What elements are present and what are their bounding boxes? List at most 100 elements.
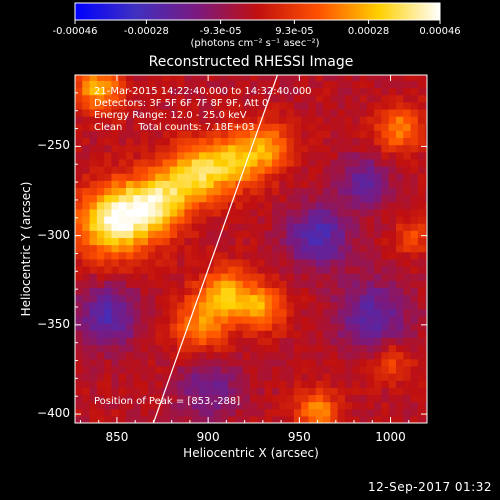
heatmap-cell [301, 380, 310, 388]
heatmap-cell [89, 94, 98, 103]
heatmap-cell [169, 351, 178, 360]
heatmap-cell [352, 365, 361, 374]
heatmap-cell [147, 215, 156, 224]
heatmap-cell [177, 380, 186, 388]
heatmap-cell [301, 180, 310, 189]
heatmap-cell [315, 116, 324, 124]
heatmap-cell [111, 108, 120, 117]
heatmap-cell [169, 380, 178, 388]
heatmap-cell [410, 244, 419, 253]
heatmap-cell [199, 265, 207, 274]
heatmap-cell [242, 280, 251, 288]
heatmap-cell [169, 273, 178, 281]
heatmap-cell [344, 380, 353, 388]
heatmap-cell [250, 287, 258, 296]
heatmap-cell [82, 323, 91, 331]
heatmap-cell [308, 273, 317, 281]
heatmap-cell [323, 358, 331, 367]
heatmap-cell [425, 358, 427, 367]
heatmap-cell [403, 101, 412, 110]
heatmap-cell [293, 101, 302, 110]
heatmap-cell [191, 151, 200, 160]
heatmap-cell [403, 166, 412, 174]
heatmap-cell [220, 323, 229, 331]
heatmap-cell [344, 237, 353, 246]
heatmap-cell [177, 215, 186, 224]
heatmap-cell [220, 101, 229, 110]
heatmap-cell [330, 194, 339, 203]
heatmap-cell [162, 180, 171, 189]
heatmap-cell [126, 223, 134, 231]
heatmap-cell [206, 116, 215, 124]
heatmap-cell [381, 265, 390, 274]
heatmap-cell [250, 258, 258, 267]
heatmap-cell [220, 151, 229, 160]
colorbar-tick-label: 0.00028 [347, 26, 390, 37]
heatmap-cell [206, 130, 215, 139]
heatmap-cell [323, 301, 331, 310]
heatmap-cell [155, 358, 164, 367]
heatmap-cell [140, 94, 149, 103]
heatmap-cell [301, 337, 310, 346]
heatmap-cell [301, 194, 310, 203]
heatmap-cell [118, 130, 127, 139]
heatmap-cell [191, 287, 200, 296]
heatmap-cell [271, 237, 280, 246]
heatmap-cell [184, 301, 193, 310]
heatmap-cell [75, 101, 83, 110]
heatmap-cell [199, 244, 207, 253]
heatmap-cell [344, 94, 353, 103]
heatmap-cell [140, 80, 149, 89]
heatmap-cell [111, 258, 120, 267]
heatmap-cell [271, 130, 280, 139]
heatmap-cell [133, 158, 142, 167]
heatmap-cell [395, 287, 404, 296]
heatmap-cell [323, 80, 331, 89]
heatmap-cell [177, 123, 186, 131]
heatmap-cell [257, 365, 266, 374]
heatmap-cell [301, 365, 310, 374]
heatmap-cell [199, 187, 207, 196]
heatmap-cell [257, 294, 266, 303]
heatmap-cell [337, 244, 346, 253]
heatmap-cell [323, 94, 331, 103]
heatmap-cell [126, 180, 134, 189]
heatmap-cell [271, 151, 280, 160]
heatmap-cell [118, 365, 127, 374]
heatmap-cell [388, 330, 397, 338]
heatmap-cell [191, 94, 200, 103]
heatmap-cell [118, 237, 127, 246]
heatmap-cell [257, 358, 266, 367]
heatmap-cell [82, 308, 91, 317]
heatmap-cell [104, 273, 113, 281]
heatmap-cell [381, 144, 390, 153]
heatmap-cell [417, 337, 426, 346]
heatmap-cell [242, 373, 251, 381]
heatmap-cell [315, 415, 324, 423]
heatmap-cell [308, 166, 317, 174]
heatmap-cell [82, 401, 91, 410]
heatmap-cell [425, 87, 427, 96]
heatmap-cell [359, 101, 368, 110]
colorbar-tick-label: -0.00028 [123, 26, 169, 37]
heatmap-cell [417, 208, 426, 217]
heatmap-cell [381, 344, 390, 353]
heatmap-cell [104, 75, 113, 81]
heatmap-cell [111, 244, 120, 253]
heatmap-cell [301, 323, 310, 331]
heatmap-cell [330, 380, 339, 388]
heatmap-cell [359, 230, 368, 238]
heatmap-cell [133, 344, 142, 353]
heatmap-cell [242, 273, 251, 281]
heatmap-cell [425, 237, 427, 246]
heatmap-cell [395, 215, 404, 224]
heatmap-cell [374, 166, 383, 174]
heatmap-cell [89, 237, 98, 246]
heatmap-cell [344, 344, 353, 353]
heatmap-cell [257, 230, 266, 238]
heatmap-cell [184, 315, 193, 324]
heatmap-cell [308, 344, 317, 353]
heatmap-cell [352, 116, 361, 124]
heatmap-cell [323, 280, 331, 288]
heatmap-cell [403, 287, 412, 296]
